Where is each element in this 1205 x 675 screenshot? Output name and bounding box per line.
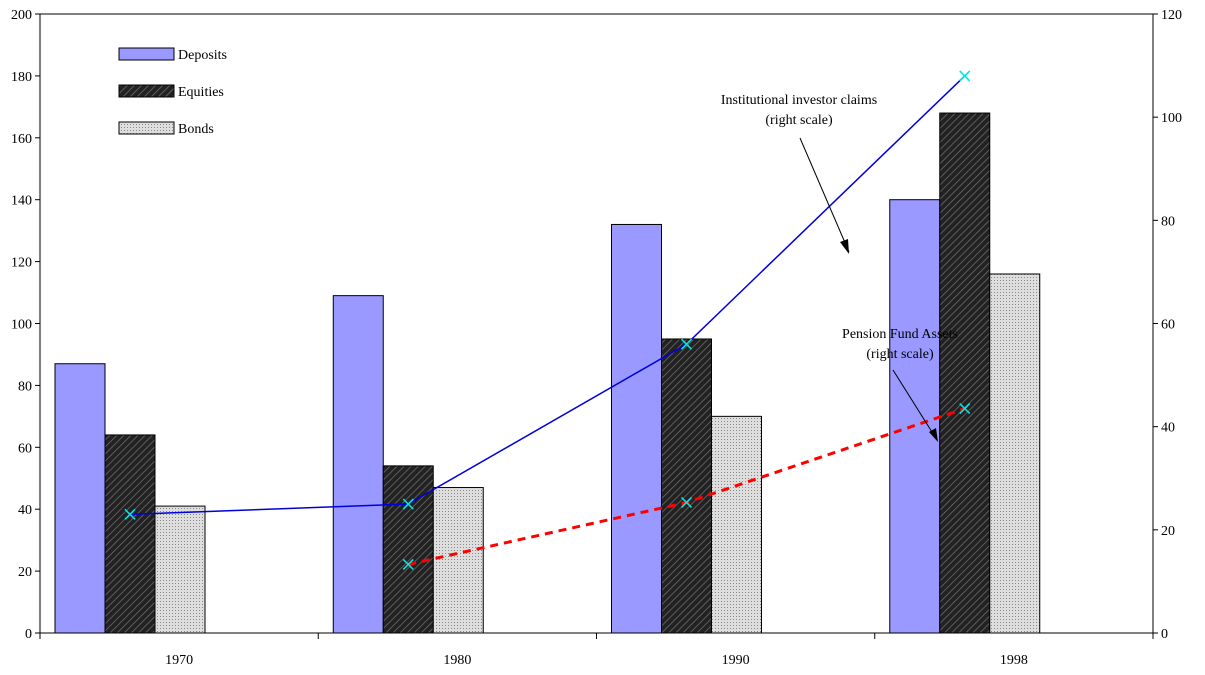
annotation-pension-arrowhead [929, 428, 938, 442]
left-tick-label-60: 60 [18, 441, 32, 456]
bars [54, 112, 1041, 634]
legend-swatch-equities [118, 84, 175, 98]
right-tick-label-100: 100 [1161, 111, 1182, 126]
legend-label-equities: Equities [178, 85, 224, 100]
annotation-pension-arrow [892, 369, 938, 441]
bar-equities-1990 [661, 338, 712, 634]
legend-label-bonds: Bonds [178, 122, 214, 137]
x-axis: 1970 1980 1990 1998 [39, 633, 1154, 668]
x-tick-label-1990: 1990 [722, 653, 750, 668]
marker-pension-assets-1998 [959, 403, 971, 415]
x-tick-label-1980: 1980 [443, 653, 471, 668]
bar-deposits-1970 [54, 363, 106, 634]
annotation-pension-line1: Pension Fund Assets [842, 327, 958, 342]
marker-institutional-claims-1970 [124, 508, 136, 520]
annotation-institutional-line2: (right scale) [765, 113, 833, 128]
right-axis: 0 20 40 60 80 100 120 [1153, 8, 1182, 642]
bar-bonds-1990 [711, 415, 762, 634]
annotation-pension-line2: (right scale) [866, 347, 934, 362]
right-tick-label-20: 20 [1161, 524, 1175, 539]
legend-label-deposits: Deposits [178, 48, 227, 63]
left-axis: 0 20 40 60 80 100 120 140 160 180 200 [11, 8, 40, 642]
bar-equities-1998 [939, 112, 991, 634]
left-tick-label-20: 20 [18, 565, 32, 580]
legend-swatch-bonds [118, 121, 175, 135]
marker-pension-assets-1980 [402, 558, 414, 570]
bar-equities-1970 [104, 434, 156, 634]
bar-bonds-1980 [432, 487, 484, 634]
lines [124, 70, 971, 570]
bar-deposits-1990 [611, 223, 662, 634]
bar-deposits-1980 [332, 295, 384, 634]
x-tick-label-1998: 1998 [1000, 653, 1028, 668]
annotation-institutional-line1: Institutional investor claims [721, 93, 877, 108]
marker-institutional-claims-1990 [680, 338, 693, 350]
left-tick-label-100: 100 [11, 318, 32, 333]
right-tick-label-60: 60 [1161, 318, 1175, 333]
x-tick-label-1970: 1970 [165, 653, 193, 668]
right-tick-label-0: 0 [1161, 627, 1168, 642]
bar-bonds-1970 [154, 505, 206, 634]
right-tick-label-80: 80 [1161, 214, 1175, 229]
line-institutional-claims [129, 75, 966, 516]
right-tick-label-120: 120 [1161, 8, 1182, 23]
left-tick-label-160: 160 [11, 132, 32, 147]
left-tick-label-200: 200 [11, 8, 32, 23]
right-tick-label-40: 40 [1161, 421, 1175, 436]
legend: Deposits Equities Bonds [118, 47, 227, 137]
left-tick-label-0: 0 [25, 627, 32, 642]
left-tick-label-120: 120 [11, 256, 32, 271]
left-tick-label-140: 140 [11, 194, 32, 209]
bar-deposits-1998 [889, 199, 941, 634]
left-tick-label-180: 180 [11, 70, 32, 85]
annotation-institutional-arrow [799, 137, 850, 253]
annotation-institutional-arrowhead [840, 239, 849, 254]
legend-swatch-deposits [118, 47, 175, 61]
marker-institutional-claims-1998 [959, 70, 971, 82]
marker-pension-assets-1990 [680, 496, 693, 509]
bar-bonds-1998 [989, 273, 1041, 634]
left-tick-label-40: 40 [18, 503, 32, 518]
bar-equities-1980 [382, 465, 434, 634]
left-tick-label-80: 80 [18, 379, 32, 394]
marker-institutional-claims-1980 [402, 498, 414, 510]
annotations: Institutional investor claims (right sca… [721, 93, 958, 442]
